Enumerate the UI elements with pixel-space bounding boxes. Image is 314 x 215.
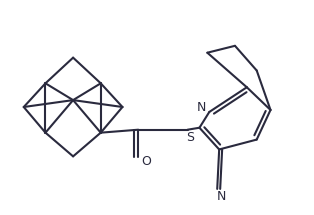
Text: N: N — [216, 190, 226, 203]
Text: N: N — [197, 101, 206, 115]
Text: O: O — [141, 155, 151, 168]
Text: S: S — [187, 131, 195, 144]
